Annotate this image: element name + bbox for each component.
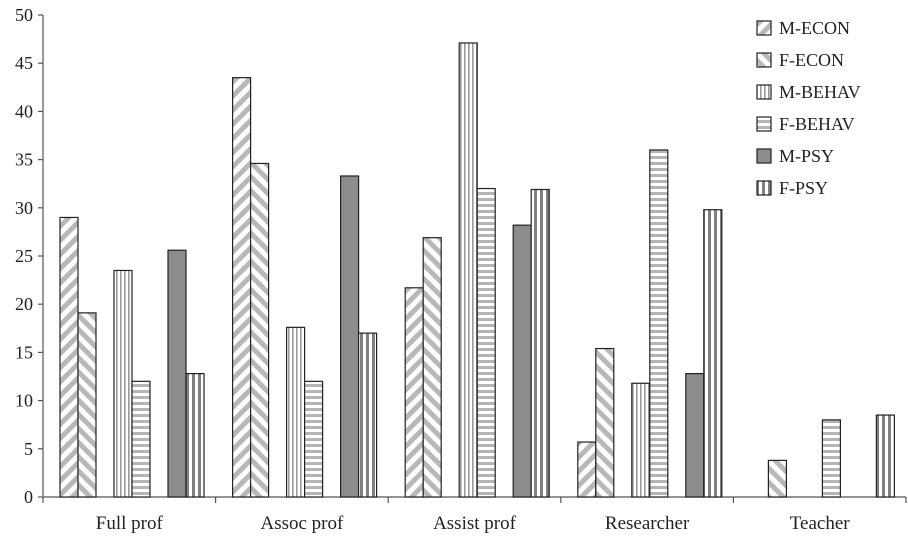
bar-m-behav-assist-prof (458, 42, 478, 498)
x-category-label: Assoc prof (260, 513, 344, 534)
y-tick-label: 5 (24, 439, 33, 459)
x-category-label: Researcher (605, 513, 690, 534)
bar-f-psy-assoc-prof (358, 332, 378, 498)
legend-swatch-f-econ (756, 52, 772, 68)
y-tick-label: 35 (15, 150, 33, 170)
y-tick-label: 20 (15, 294, 33, 314)
bar-m-psy-assist-prof (512, 224, 532, 498)
bar-f-behav-full-prof (131, 380, 151, 498)
bar-m-psy-full-prof (167, 249, 187, 498)
y-tick-label: 0 (24, 487, 33, 507)
bar-m-behav-assoc-prof (286, 326, 306, 498)
axes: 0 5 10 15 20 25 30 35 40 45 50 Full prof Assoc prof A… (15, 5, 907, 534)
bar-m-econ-assist-prof (404, 287, 424, 498)
y-tick-label: 25 (15, 246, 33, 266)
bar-f-psy-assist-prof (530, 188, 550, 498)
legend-swatch-f-psy (756, 180, 772, 196)
legend-label-m-psy: M-PSY (779, 146, 834, 166)
legend-label-f-econ: F-ECON (779, 50, 844, 70)
bar-m-econ-full-prof (59, 216, 79, 498)
y-tick-label: 10 (15, 391, 33, 411)
legend-label-m-behav: M-BEHAV (779, 82, 861, 102)
y-tick-label: 45 (15, 53, 33, 73)
y-tick-label: 30 (15, 198, 33, 218)
bar-f-econ-researcher (595, 347, 615, 498)
legend-label-m-econ: M-ECON (779, 18, 850, 38)
legend-swatch-f-behav (756, 116, 772, 132)
bars (59, 42, 896, 498)
legend-swatch-m-behav (756, 84, 772, 100)
bar-f-behav-assoc-prof (304, 380, 324, 498)
bar-m-econ-assoc-prof (232, 77, 252, 498)
bar-f-behav-assist-prof (476, 187, 496, 498)
bar-m-psy-researcher (685, 373, 705, 498)
bar-f-behav-teacher (821, 419, 842, 498)
bar-m-econ-researcher (577, 441, 597, 498)
bar-f-econ-assist-prof (422, 237, 442, 498)
legend-swatch-m-econ (756, 20, 772, 36)
bar-f-psy-teacher (875, 414, 896, 498)
bar-f-psy-researcher (703, 209, 723, 498)
y-tick-label: 50 (15, 5, 33, 25)
x-category-label: Teacher (790, 513, 851, 534)
y-tick-label: 40 (15, 101, 33, 121)
x-category-label: Assist prof (433, 513, 517, 534)
bar-f-psy-full-prof (185, 373, 205, 498)
legend-swatch-m-psy (756, 148, 772, 164)
bar-f-behav-researcher (649, 149, 669, 498)
legend-label-f-behav: F-BEHAV (779, 114, 855, 134)
bar-f-econ-full-prof (77, 312, 97, 498)
bar-m-psy-assoc-prof (340, 175, 360, 498)
x-category-label: Full prof (96, 513, 164, 534)
legend-label-f-psy: F-PSY (779, 178, 828, 198)
legend: M-ECON F-ECON M-BEHAV F-BEHAV M-PSY F-PSY (756, 18, 861, 198)
bar-f-econ-teacher (767, 459, 788, 498)
bar-m-behav-full-prof (113, 269, 133, 498)
bar-f-econ-assoc-prof (250, 162, 270, 498)
y-tick-label: 15 (15, 342, 33, 362)
bar-m-behav-researcher (631, 382, 651, 498)
